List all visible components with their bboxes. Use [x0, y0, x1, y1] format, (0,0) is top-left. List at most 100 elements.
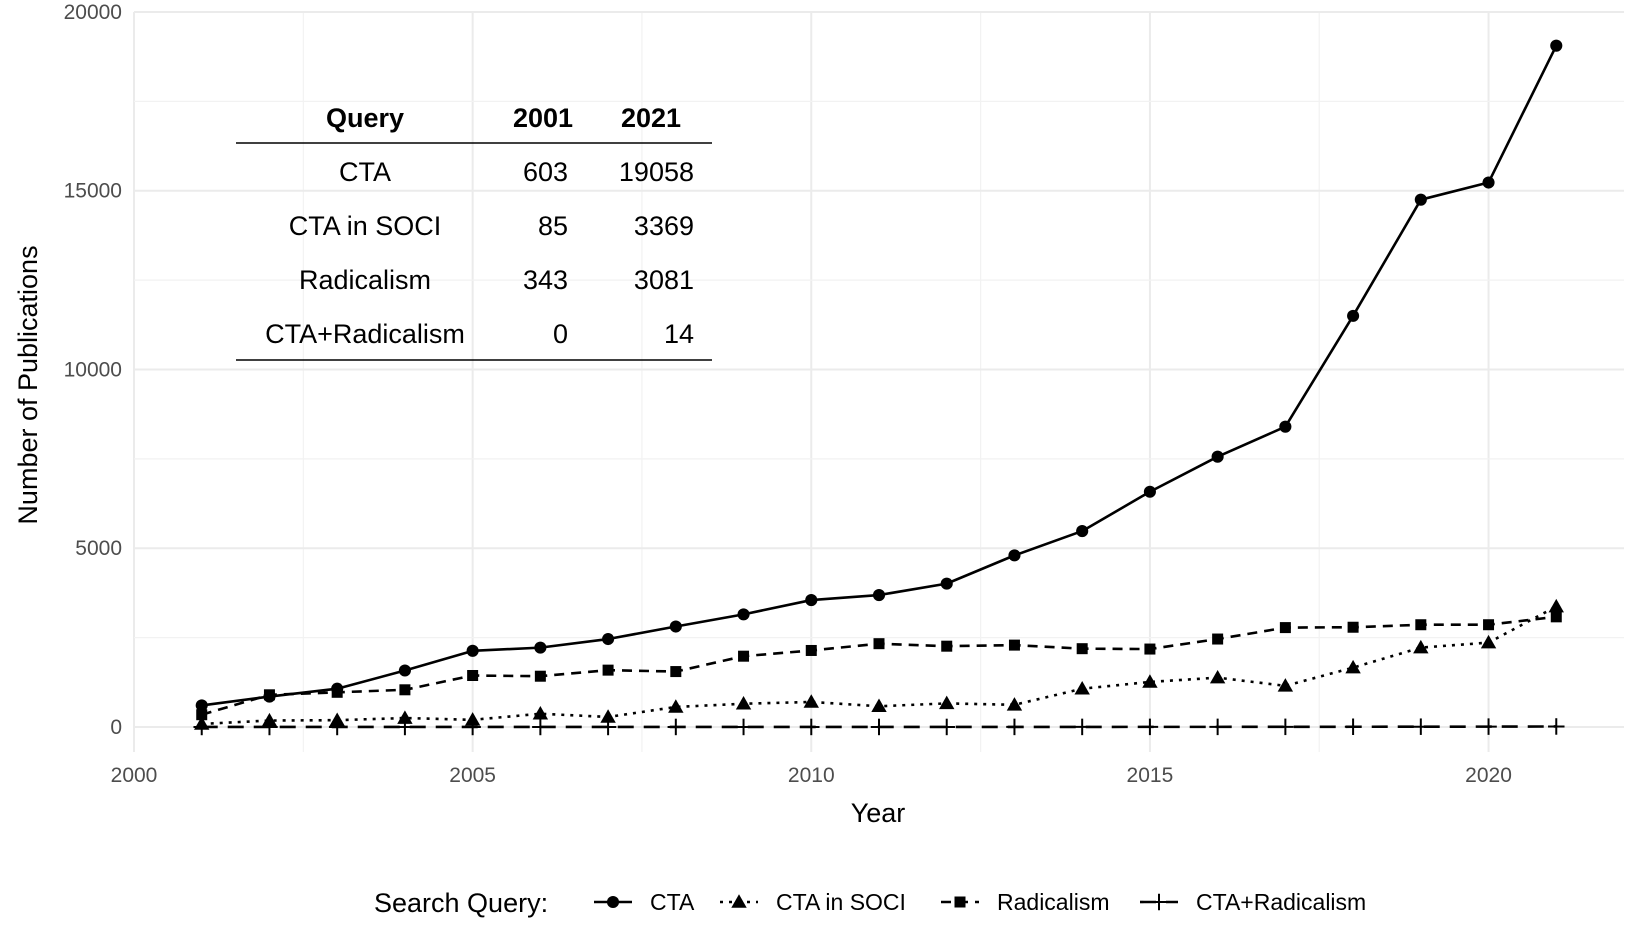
- data-point-cta-in-soci: [1480, 634, 1497, 649]
- data-point-cta-radicalism: [1006, 718, 1023, 736]
- legend-key-marker: [606, 895, 620, 909]
- data-point-cta-radicalism: [1073, 718, 1091, 736]
- data-point-cta-radicalism: [803, 718, 820, 736]
- table-cell: 0: [553, 319, 568, 349]
- data-point-cta-in-soci: [1277, 678, 1294, 692]
- data-point-cta: [1008, 549, 1021, 562]
- data-point-radicalism: [1212, 633, 1224, 645]
- x-tick-label: 2010: [788, 764, 835, 787]
- legend-item-cta: CTA: [594, 889, 695, 915]
- data-point-cta-radicalism: [193, 718, 210, 736]
- data-point-cta: [602, 632, 615, 646]
- data-point-cta: [195, 699, 208, 712]
- data-point-cta: [737, 608, 750, 621]
- data-point-cta-in-soci: [803, 694, 819, 708]
- data-point-cta-in-soci: [1548, 598, 1564, 613]
- inset-table: Query 2001 2021 CTA 603 19058 CTA in SOCI 85 336…: [236, 103, 712, 361]
- table-header-cell: Query: [326, 103, 404, 133]
- data-point-cta: [1347, 309, 1360, 322]
- data-point-cta-radicalism: [735, 718, 752, 736]
- data-point-cta-in-soci: [1006, 697, 1023, 711]
- data-point-cta-radicalism: [667, 718, 685, 736]
- data-point-cta-radicalism: [1277, 718, 1294, 736]
- data-point-cta-radicalism: [1209, 718, 1226, 736]
- data-point-radicalism: [534, 670, 546, 682]
- data-point-radicalism: [1415, 619, 1427, 631]
- table-cell: CTA+Radicalism: [265, 319, 465, 349]
- data-point-cta: [1143, 485, 1156, 498]
- table-cell: 85: [538, 211, 568, 241]
- y-axis-label: Number of Publications: [13, 245, 43, 524]
- legend-key-marker: [954, 896, 966, 908]
- data-point-cta: [534, 641, 547, 654]
- y-tick-label: 10000: [64, 358, 122, 381]
- series-line-cta-in-soci: [201, 605, 1557, 726]
- data-point-cta-radicalism: [938, 718, 955, 736]
- data-point-cta: [398, 664, 411, 677]
- data-point-cta-radicalism: [328, 718, 346, 736]
- data-point-cta: [1482, 176, 1495, 189]
- data-point-cta-radicalism: [599, 718, 617, 736]
- legend: Search Query: CTA CTA in SOCI Radicalism CTA…: [374, 888, 1366, 918]
- data-point-radicalism: [670, 666, 682, 678]
- data-point-cta-radicalism: [870, 718, 888, 736]
- grid: [133, 11, 1624, 752]
- data-point-cta-radicalism: [1480, 718, 1497, 735]
- data-point-radicalism: [1279, 622, 1291, 634]
- data-point-cta-radicalism: [1344, 718, 1362, 736]
- series-cta-in-soci: [194, 598, 1564, 730]
- data-point-cta-in-soci: [1142, 674, 1158, 688]
- data-point-cta: [669, 620, 682, 633]
- data-point-radicalism: [1483, 619, 1495, 631]
- x-axis-ticks: 2000 2005 2010 2015 2020: [111, 764, 1512, 787]
- legend-key-marker: [731, 894, 747, 908]
- table-cell: CTA: [339, 157, 391, 187]
- data-point-cta-in-soci: [668, 699, 684, 713]
- table-cell: 3081: [634, 265, 694, 295]
- x-tick-label: 2005: [449, 764, 496, 787]
- data-point-radicalism: [941, 640, 953, 652]
- table-header-cell: 2001: [513, 103, 573, 133]
- data-point-cta-radicalism: [1412, 718, 1430, 735]
- data-point-cta-in-soci: [939, 695, 955, 710]
- data-point-radicalism: [1008, 639, 1020, 651]
- data-point-cta-in-soci: [1345, 659, 1361, 674]
- legend-label: CTA+Radicalism: [1196, 889, 1366, 915]
- series-cta: [195, 39, 1563, 712]
- y-tick-label: 0: [110, 716, 122, 739]
- series-cta-radicalism: [193, 718, 1565, 736]
- data-point-cta-radicalism: [464, 718, 481, 736]
- data-point-cta: [805, 594, 818, 607]
- series-layer: [193, 39, 1565, 736]
- data-point-cta-radicalism: [1141, 718, 1159, 736]
- data-point-cta-in-soci: [532, 706, 549, 720]
- data-point-radicalism: [467, 669, 479, 681]
- x-tick-label: 2000: [111, 764, 158, 787]
- legend-item-radicalism: Radicalism: [941, 889, 1109, 915]
- legend-item-cta-radicalism: CTA+Radicalism: [1140, 889, 1366, 915]
- legend-key-marker: [1150, 893, 1168, 911]
- data-point-radicalism: [1347, 621, 1359, 633]
- data-point-cta-in-soci: [1074, 681, 1090, 695]
- data-point-radicalism: [399, 684, 411, 696]
- data-point-radicalism: [1550, 611, 1562, 623]
- data-point-radicalism: [805, 644, 817, 656]
- data-point-radicalism: [196, 709, 208, 721]
- data-point-cta-radicalism: [261, 718, 278, 736]
- x-tick-label: 2020: [1465, 764, 1512, 787]
- data-point-radicalism: [873, 638, 885, 650]
- data-point-cta: [1279, 420, 1292, 433]
- data-point-cta: [1414, 193, 1427, 206]
- legend-item-cta-in-soci: CTA in SOCI: [720, 889, 906, 915]
- data-point-cta-radicalism: [532, 718, 549, 736]
- table-cell: 14: [664, 319, 694, 349]
- data-point-cta-in-soci: [871, 698, 887, 713]
- table-cell: CTA in SOCI: [289, 211, 442, 241]
- data-point-cta-radicalism: [396, 718, 414, 736]
- data-point-cta-in-soci: [600, 709, 616, 723]
- data-point-cta: [1550, 39, 1563, 52]
- legend-title: Search Query:: [374, 888, 548, 918]
- x-tick-label: 2015: [1127, 764, 1174, 787]
- data-point-cta: [466, 644, 479, 657]
